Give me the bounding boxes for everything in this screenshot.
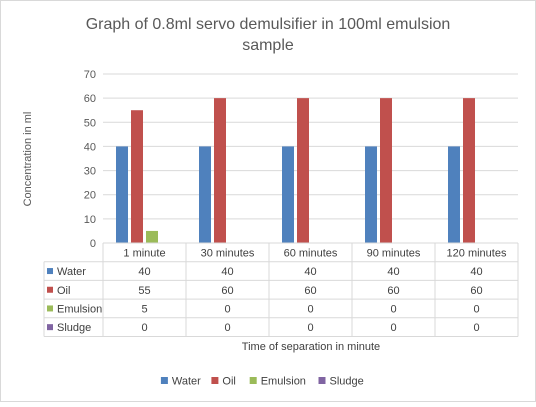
table-legend-key-water bbox=[47, 268, 53, 275]
bar-water-4 bbox=[365, 146, 377, 243]
x-axis-label: Time of separation in minute bbox=[242, 341, 380, 353]
bar-oil-5 bbox=[463, 98, 475, 244]
table-cell: 0 bbox=[307, 322, 313, 334]
table-cell: 60 bbox=[304, 285, 316, 297]
bar-emulsion-1 bbox=[146, 230, 158, 243]
table-cell: 55 bbox=[138, 285, 150, 297]
data-table: 1 minute 30 minutes 60 minutes 90 minutes 12… bbox=[43, 242, 519, 337]
table-cell: 0 bbox=[224, 322, 230, 334]
table-cell: 60 bbox=[221, 285, 233, 297]
table-cell: 0 bbox=[390, 322, 396, 334]
chart-title-line-2: sample bbox=[242, 37, 294, 54]
table-cell: 40 bbox=[221, 266, 233, 278]
y-tick-label: 40 bbox=[84, 141, 96, 153]
bar-water-3 bbox=[282, 146, 294, 243]
y-tick-label: 30 bbox=[84, 166, 96, 178]
table-cell: 0 bbox=[307, 303, 313, 315]
legend-key-sludge bbox=[318, 377, 326, 384]
x-tick-label: 60 minutes bbox=[284, 247, 338, 259]
legend-label: Emulsion bbox=[261, 376, 306, 388]
bar-water-5 bbox=[448, 146, 460, 243]
bar-oil-3 bbox=[297, 98, 309, 244]
table-cell: 0 bbox=[473, 303, 479, 315]
table-row-label: Sludge bbox=[57, 322, 91, 334]
x-tick-label: 1 minute bbox=[123, 247, 165, 259]
bar-oil-2 bbox=[214, 98, 226, 244]
y-axis-label: Concentration in ml bbox=[22, 112, 34, 207]
bar-water-1 bbox=[116, 146, 128, 243]
table-cell: 40 bbox=[387, 266, 399, 278]
y-tick-label: 50 bbox=[84, 117, 96, 129]
bar-water-2 bbox=[199, 146, 211, 243]
table-cell: 0 bbox=[141, 322, 147, 334]
y-tick-label: 10 bbox=[84, 214, 96, 226]
table-row-label: Oil bbox=[57, 285, 70, 297]
table-cell: 60 bbox=[470, 285, 482, 297]
x-tick-label: 90 minutes bbox=[367, 247, 421, 259]
chart-title-line-1: Graph of 0.8ml servo demulsifier in 100m… bbox=[86, 16, 451, 33]
table-cell: 60 bbox=[387, 285, 399, 297]
y-tick-label: 0 bbox=[90, 238, 96, 250]
table-cell: 0 bbox=[473, 322, 479, 334]
table-cell: 0 bbox=[224, 303, 230, 315]
legend-key-emulsion bbox=[249, 377, 257, 384]
legend-label: Sludge bbox=[330, 376, 364, 388]
table-row-label: Emulsion bbox=[57, 303, 102, 315]
table-legend-key-emulsion bbox=[47, 305, 53, 312]
table-legend-key-sludge bbox=[47, 324, 53, 331]
y-tick-label: 60 bbox=[84, 93, 96, 105]
legend-key-oil bbox=[211, 377, 219, 384]
x-tick-label: 120 minutes bbox=[447, 247, 507, 259]
y-tick-label: 20 bbox=[84, 190, 96, 202]
x-tick-label: 30 minutes bbox=[201, 247, 255, 259]
table-cell: 40 bbox=[304, 266, 316, 278]
bar-oil-1 bbox=[131, 110, 143, 243]
table-legend-key-oil bbox=[47, 286, 53, 293]
bar-oil-4 bbox=[380, 98, 392, 244]
y-tick-label: 70 bbox=[84, 69, 96, 81]
legend-label: Oil bbox=[222, 376, 235, 388]
table-cell: 40 bbox=[470, 266, 482, 278]
table-cell: 0 bbox=[390, 303, 396, 315]
table-cell: 5 bbox=[141, 303, 147, 315]
table-row-label: Water bbox=[57, 266, 86, 278]
legend-label: Water bbox=[172, 376, 201, 388]
y-tick-labels: 0 10 20 30 40 50 60 70 bbox=[84, 69, 96, 250]
table-cell: 40 bbox=[138, 266, 150, 278]
legend-key-water bbox=[160, 377, 168, 384]
bars bbox=[116, 98, 475, 244]
legend: Water Oil Emulsion Sludge bbox=[160, 376, 364, 388]
